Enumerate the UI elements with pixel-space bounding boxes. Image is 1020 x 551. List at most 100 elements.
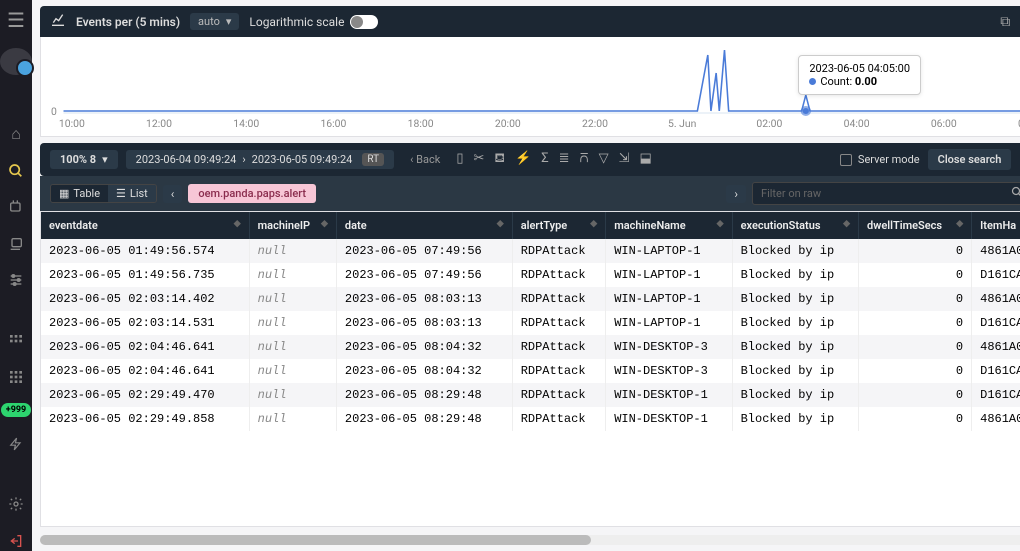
close-search-button[interactable]: Close search xyxy=(928,149,1012,170)
grid-large-icon[interactable] xyxy=(4,367,28,387)
menu-toggle-icon[interactable]: ☰ xyxy=(7,8,25,32)
table-cell: RDPAttack xyxy=(512,359,605,383)
server-mode-toggle[interactable]: Server mode xyxy=(840,153,920,166)
column-header[interactable]: dwellTimeSecs◆ xyxy=(859,212,972,239)
layers-in-icon[interactable] xyxy=(4,197,28,217)
table-cell: 0 xyxy=(859,263,972,287)
column-header[interactable]: machineIP◆ xyxy=(249,212,336,239)
column-header[interactable]: executionStatus◆ xyxy=(732,212,858,239)
zoom-select[interactable]: 100% 8 ▾ xyxy=(50,150,118,169)
table-cell: 2023-06-05 08:04:32 xyxy=(336,335,512,359)
bolt-icon[interactable] xyxy=(4,433,28,453)
table-cell: 0 xyxy=(859,311,972,335)
column-header[interactable]: machineName◆ xyxy=(606,212,732,239)
results-table-wrap[interactable]: eventdate◆machineIP◆date◆alertType◆machi… xyxy=(40,211,1020,527)
table-cell: null xyxy=(249,359,336,383)
table-cell: null xyxy=(249,239,336,263)
svg-text:12:00: 12:00 xyxy=(146,119,172,130)
svg-text:20:00: 20:00 xyxy=(495,119,521,130)
funnel-icon[interactable]: ⩃ xyxy=(580,151,589,168)
table-cell: 2023-06-05 01:49:56.574 xyxy=(41,239,249,263)
next-button[interactable]: › xyxy=(726,185,746,203)
left-sidebar: ☰ ⌂ +999 xyxy=(0,0,32,551)
filter-input[interactable]: Filter on raw xyxy=(752,182,1020,205)
time-range-pill[interactable]: 2023-06-04 09:49:24 › 2023-06-05 09:49:2… xyxy=(126,150,394,169)
table-row[interactable]: 2023-06-05 02:04:46.641null2023-06-05 08… xyxy=(41,359,1020,383)
sliders-icon[interactable] xyxy=(4,270,28,290)
table-row[interactable]: 2023-06-05 02:29:49.470null2023-06-05 08… xyxy=(41,383,1020,407)
horizontal-scrollbar[interactable] xyxy=(40,535,1020,545)
table-row[interactable]: 2023-06-05 02:03:14.402null2023-06-05 08… xyxy=(41,287,1020,311)
bolt2-icon[interactable]: ⚡ xyxy=(515,151,531,168)
exit-icon[interactable] xyxy=(4,531,28,551)
table-cell: Blocked by ip xyxy=(732,407,858,431)
table-row[interactable]: 2023-06-05 01:49:56.574null2023-06-05 07… xyxy=(41,239,1020,263)
table-cell: 2023-06-05 08:29:48 xyxy=(336,383,512,407)
table-cell: RDPAttack xyxy=(512,311,605,335)
table-row[interactable]: 2023-06-05 02:03:14.531null2023-06-05 08… xyxy=(41,311,1020,335)
chart-area: 0 10:0012:0014:0016:0018:0020:0022:005. … xyxy=(40,37,1020,137)
table-cell: 2023-06-05 02:04:46.641 xyxy=(41,359,249,383)
scrollbar-thumb[interactable] xyxy=(40,535,591,545)
avatar[interactable] xyxy=(0,48,32,75)
interval-select[interactable]: auto ▾ xyxy=(190,13,239,30)
chevron-down-icon: ▾ xyxy=(102,153,108,166)
home-icon[interactable]: ⌂ xyxy=(4,124,28,144)
column-header[interactable]: date◆ xyxy=(336,212,512,239)
realtime-badge: RT xyxy=(362,153,384,166)
table-cell: RDPAttack xyxy=(512,407,605,431)
scissors-icon[interactable]: ✂ xyxy=(473,151,484,168)
table-cell: 0 xyxy=(859,383,972,407)
align-icon[interactable]: ≣ xyxy=(559,151,570,168)
grid-small-icon[interactable] xyxy=(4,331,28,351)
list-view-button[interactable]: ☰ List xyxy=(108,185,156,202)
gear-icon[interactable] xyxy=(4,494,28,514)
table-row[interactable]: 2023-06-05 02:29:49.858null2023-06-05 08… xyxy=(41,407,1020,431)
table-cell: D161CA xyxy=(972,359,1020,383)
table-cell: WIN-LAPTOP-1 xyxy=(606,287,732,311)
copy-icon[interactable]: ⧉ xyxy=(1000,14,1010,30)
table-cell: null xyxy=(249,383,336,407)
prev-button[interactable]: ‹ xyxy=(163,185,183,203)
table-row[interactable]: 2023-06-05 02:04:46.641null2023-06-05 08… xyxy=(41,335,1020,359)
cut-icon[interactable]: ▯ xyxy=(456,151,463,168)
log-scale-toggle[interactable]: Logarithmic scale xyxy=(249,15,378,29)
column-header[interactable]: ItemHa◆ xyxy=(972,212,1020,239)
table-cell: null xyxy=(249,335,336,359)
table-cell: RDPAttack xyxy=(512,383,605,407)
column-header[interactable]: alertType◆ xyxy=(512,212,605,239)
table-cell: RDPAttack xyxy=(512,287,605,311)
back-button[interactable]: ‹ Back xyxy=(402,150,448,169)
search-icon[interactable] xyxy=(1011,186,1020,201)
table-cell: 2023-06-05 08:03:13 xyxy=(336,287,512,311)
chart-title: Events per (5 mins) xyxy=(76,15,180,29)
table-cell: 0 xyxy=(859,335,972,359)
svg-text:14:00: 14:00 xyxy=(233,119,259,130)
svg-text:18:00: 18:00 xyxy=(408,119,434,130)
search-icon[interactable] xyxy=(4,161,28,181)
checkbox[interactable] xyxy=(840,154,852,166)
cupcake-icon[interactable]: ⛾ xyxy=(494,151,505,168)
svg-text:5. Jun: 5. Jun xyxy=(668,119,696,130)
sigma-icon[interactable]: Σ xyxy=(541,151,548,168)
datasource-tag[interactable]: oem.panda.paps.alert xyxy=(188,184,316,203)
layers-out-icon[interactable] xyxy=(4,233,28,253)
table-cell: WIN-LAPTOP-1 xyxy=(606,311,732,335)
table-cell: 2023-06-05 08:03:13 xyxy=(336,311,512,335)
export-icon[interactable]: ⇲ xyxy=(619,151,630,168)
notification-badge[interactable]: +999 xyxy=(1,403,31,417)
table-view-button[interactable]: ▦ Table xyxy=(51,185,108,202)
download-icon[interactable]: ⬓ xyxy=(640,151,652,168)
table-cell: WIN-DESKTOP-1 xyxy=(606,383,732,407)
table-cell: WIN-LAPTOP-1 xyxy=(606,239,732,263)
table-cell: 2023-06-05 02:03:14.402 xyxy=(41,287,249,311)
column-header[interactable]: eventdate◆ xyxy=(41,212,249,239)
table-row[interactable]: 2023-06-05 01:49:56.735null2023-06-05 07… xyxy=(41,263,1020,287)
view-toggle: ▦ Table ☰ List xyxy=(50,184,157,203)
toggle-switch[interactable] xyxy=(350,15,378,29)
filter-icon[interactable]: ▽ xyxy=(599,151,609,168)
table-cell: 4861A0 xyxy=(972,287,1020,311)
chevron-down-icon: ▾ xyxy=(226,15,232,28)
table-cell: WIN-DESKTOP-3 xyxy=(606,335,732,359)
table-cell: Blocked by ip xyxy=(732,311,858,335)
